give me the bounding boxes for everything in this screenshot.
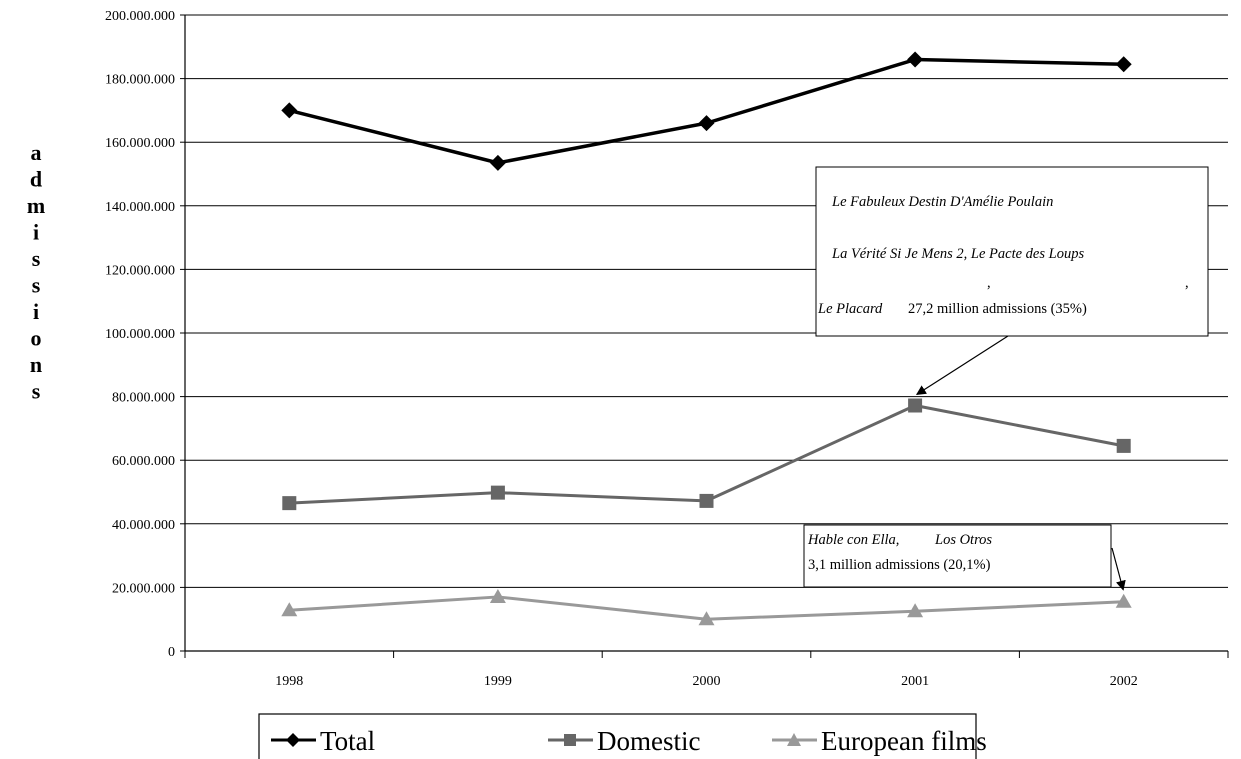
- data-point-european-films: [1115, 593, 1132, 608]
- gridlines: [185, 14, 1228, 588]
- annotation-line-admissions-domestic: 27,2 million admissions (35%): [908, 301, 1087, 317]
- x-tick-label: 1998: [275, 674, 303, 689]
- annotation-comma-2: ,: [1185, 275, 1189, 291]
- data-point-total: [698, 115, 715, 132]
- data-point-european-films: [281, 602, 298, 617]
- y-tick-label: 80.000.000: [112, 391, 175, 406]
- data-point-domestic: [699, 493, 714, 508]
- legend-label-total: Total: [320, 726, 375, 756]
- y-axis-label-letter: i: [33, 299, 39, 324]
- legend-item-european: European films: [772, 726, 987, 756]
- annotation-box-domestic-2001: Le Fabuleux Destin D'Amélie Poulain La V…: [815, 166, 1209, 395]
- annotation-line-verite: La Vérité Si Je Mens 2, Le Pacte des Lou…: [831, 246, 1084, 262]
- y-tick-label: 180.000.000: [105, 73, 175, 88]
- legend-label-domestic: Domestic: [597, 726, 700, 756]
- y-axis-label-letter: s: [32, 273, 41, 298]
- data-point-domestic: [490, 485, 505, 500]
- y-tick-label: 120.000.000: [105, 263, 175, 278]
- x-tick-label: 2002: [1110, 674, 1138, 689]
- annotation-comma-1: ,: [987, 275, 991, 291]
- data-point-domestic: [282, 496, 297, 511]
- data-point-total: [489, 154, 506, 171]
- data-point-total: [907, 51, 924, 68]
- y-axis-label-letter: n: [30, 352, 42, 377]
- x-tick-label: 2000: [693, 674, 721, 689]
- legend: Total Domestic European films: [258, 713, 987, 759]
- y-axis-label-letter: o: [31, 326, 42, 351]
- y-tick-label: 20.000.000: [112, 581, 175, 596]
- y-axis-label-letter: d: [30, 167, 42, 192]
- legend-label-european: European films: [821, 726, 987, 756]
- annotation-line-otros: Los Otros: [934, 532, 992, 548]
- y-axis-label: admissions: [27, 140, 45, 404]
- x-tick-label: 1999: [484, 674, 512, 689]
- y-axis-label-letter: s: [32, 246, 41, 271]
- data-point-european-films: [489, 588, 506, 603]
- y-tick-label: 160.000.000: [105, 136, 175, 151]
- x-axis: 1998 1999 2000 2001 2002: [184, 650, 1229, 689]
- data-point-european-films: [698, 611, 715, 626]
- annotation-arrow-domestic: [915, 335, 1009, 395]
- y-tick-label: 40.000.000: [112, 518, 175, 533]
- annotation-arrow-european: [1111, 547, 1126, 591]
- annotation-box-european-2002: Hable con Ella, Los Otros 3,1 million ad…: [803, 524, 1126, 591]
- data-point-total: [1115, 56, 1132, 73]
- y-tick-label: 60.000.000: [112, 454, 175, 469]
- data-point-european-films: [907, 603, 924, 618]
- y-tick-label: 200.000.000: [105, 9, 175, 24]
- y-tick-label: 0: [168, 645, 175, 660]
- annotation-line-amelie: Le Fabuleux Destin D'Amélie Poulain: [831, 194, 1053, 210]
- y-axis-label-letter: s: [32, 379, 41, 404]
- series-line-total: [288, 57, 1124, 165]
- annotation-line-hable: Hable con Ella,: [807, 532, 899, 548]
- y-axis-label-letter: i: [33, 220, 39, 245]
- y-axis-label-letter: a: [31, 140, 42, 165]
- x-tick-label: 2001: [901, 674, 929, 689]
- annotation-line-admissions-european: 3,1 million admissions (20,1%): [808, 557, 991, 573]
- data-point-domestic: [908, 398, 923, 413]
- data-point-total: [281, 102, 298, 119]
- data-point-domestic: [1116, 438, 1131, 453]
- legend-item-total: Total: [271, 726, 375, 756]
- y-tick-label: 140.000.000: [105, 200, 175, 215]
- legend-item-domestic: Domestic: [548, 726, 700, 756]
- series-line-domestic: [289, 404, 1124, 505]
- y-axis-label-letter: m: [27, 193, 45, 218]
- y-tick-label: 100.000.000: [105, 327, 175, 342]
- series-group: [281, 51, 1132, 626]
- annotation-line-placard: Le Placard: [817, 301, 883, 317]
- y-axis: 0 20.000.000 40.000.000 60.000.000 80.000.00…: [105, 9, 186, 660]
